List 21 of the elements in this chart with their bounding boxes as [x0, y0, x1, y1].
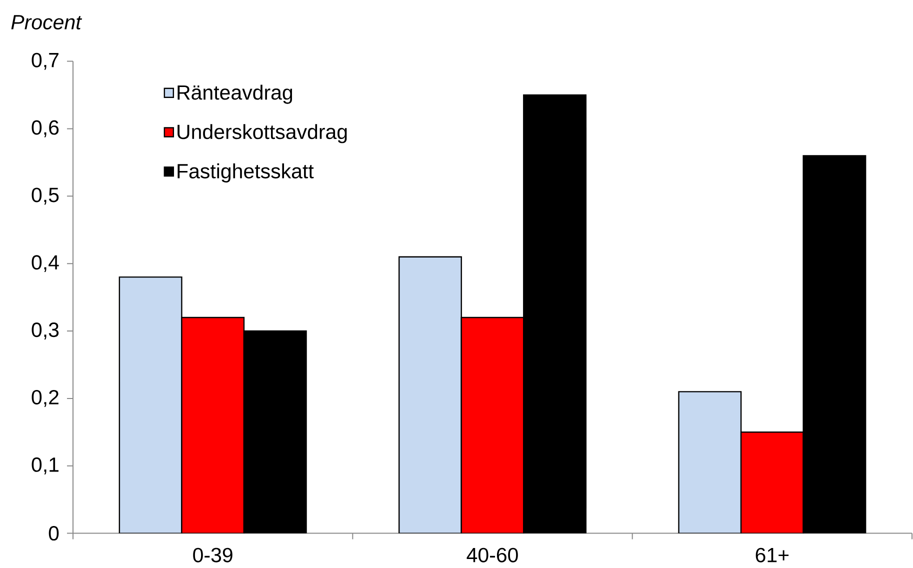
- bar: [118, 276, 182, 534]
- y-tick-label: 0,5: [32, 188, 59, 205]
- y-tick-label: 0,2: [32, 390, 58, 407]
- y-tick-label: 0,7: [32, 52, 58, 70]
- bar: [740, 432, 804, 534]
- legend-label: Underskottsavdrag: [178, 124, 347, 144]
- bar: [398, 256, 462, 534]
- bar: [678, 391, 742, 534]
- legend-label: Ränteavdrag: [178, 84, 292, 104]
- x-tick-label: 61+: [756, 548, 789, 562]
- y-tick-label: 0,3: [32, 322, 59, 340]
- legend-label: Fastighetsskatt: [178, 163, 314, 183]
- bar: [181, 316, 245, 534]
- y-tick-label: 0,6: [32, 120, 59, 138]
- y-tick-label: 0,1: [32, 457, 58, 474]
- x-tick-label: 0-39: [193, 548, 232, 562]
- y-axis-title: Procent: [11, 15, 82, 30]
- y-tick-label: 0,4: [32, 255, 59, 272]
- y-tick-label: 0: [48, 526, 59, 541]
- bar: [460, 316, 524, 534]
- x-tick-label: 40-60: [466, 548, 518, 562]
